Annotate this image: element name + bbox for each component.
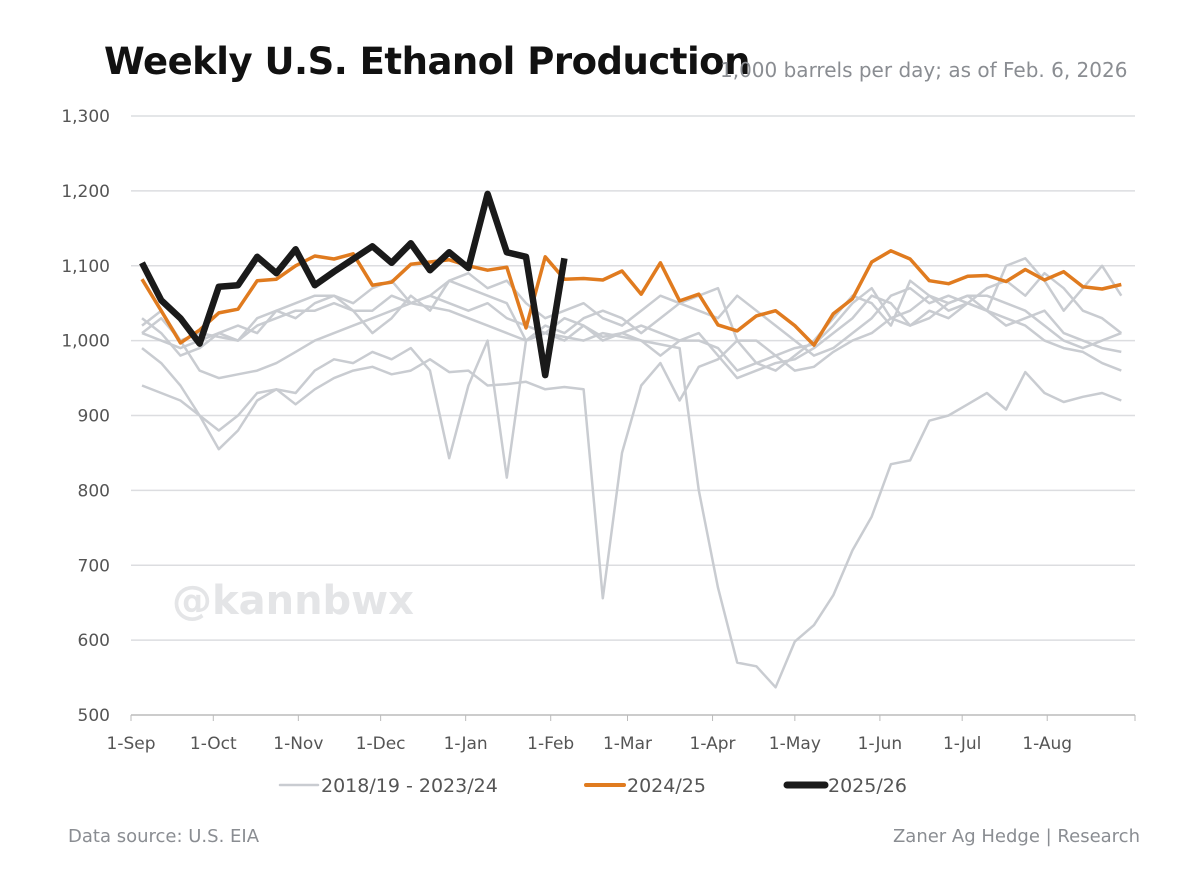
watermark: @kannbwx: [172, 578, 414, 624]
chart-subtitle: 1,000 barrels per day; as of Feb. 6, 202…: [720, 58, 1128, 82]
y-tick-label: 1,300: [61, 107, 110, 127]
y-tick-label: 700: [78, 556, 110, 576]
x-tick-label: 1-Jul: [943, 734, 981, 754]
series-line-historical: [141, 286, 1122, 479]
x-tick-label: 1-May: [769, 734, 821, 754]
x-tick-label: 1-Mar: [603, 734, 652, 754]
x-tick-label: 1-Aug: [1022, 734, 1072, 754]
x-tick-label: 1-Feb: [527, 734, 574, 754]
y-tick-label: 800: [78, 481, 110, 501]
y-tick-label: 600: [78, 631, 110, 651]
legend-label: 2025/26: [828, 775, 907, 797]
y-tick-label: 1,200: [61, 182, 110, 202]
y-tick-label: 900: [78, 407, 110, 427]
data-source: Data source: U.S. EIA: [68, 826, 260, 847]
series-line-historical: [141, 301, 1122, 689]
series-line-historical: [141, 294, 1122, 380]
y-tick-label: 500: [78, 706, 110, 726]
x-tick-label: 1-Dec: [356, 734, 406, 754]
chart-title: Weekly U.S. Ethanol Production: [104, 40, 750, 83]
credit: Zaner Ag Hedge | Research: [892, 826, 1140, 847]
series-line-historical: [141, 301, 1122, 600]
x-tick-label: 1-Apr: [690, 734, 736, 754]
x-tick-label: 1-Sep: [107, 734, 156, 754]
x-tick-label: 1-Nov: [273, 734, 323, 754]
series-line-2025-26: [139, 190, 568, 379]
legend-label: 2024/25: [627, 775, 706, 797]
x-tick-label: 1-Oct: [190, 734, 237, 754]
x-tick-label: 1-Jun: [858, 734, 902, 754]
y-tick-label: 1,000: [61, 332, 110, 352]
legend-label: 2018/19 - 2023/24: [321, 775, 498, 797]
x-tick-label: 1-Jan: [444, 734, 488, 754]
y-tick-label: 1,100: [61, 257, 110, 277]
